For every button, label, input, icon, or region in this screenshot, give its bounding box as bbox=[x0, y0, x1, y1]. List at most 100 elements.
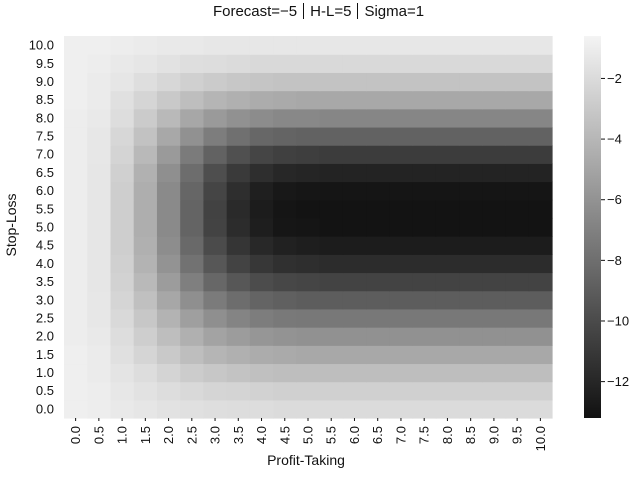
x-tick-label: 7.5 bbox=[417, 426, 432, 444]
x-tick-label: 9.5 bbox=[510, 426, 525, 444]
heatmap-cell bbox=[249, 363, 274, 383]
heatmap-cell bbox=[435, 254, 460, 274]
heatmap-cell bbox=[64, 327, 88, 346]
heatmap-cell bbox=[249, 181, 274, 201]
heatmap-cell bbox=[249, 36, 274, 55]
heatmap-cell bbox=[389, 90, 414, 110]
heatmap-cell bbox=[342, 199, 367, 219]
heatmap-cell bbox=[156, 163, 181, 183]
heatmap-cell bbox=[389, 272, 414, 292]
x-tick-label: 2.0 bbox=[161, 426, 176, 444]
heatmap-cell bbox=[226, 254, 251, 274]
heatmap-cell bbox=[342, 90, 367, 110]
heatmap-cell bbox=[319, 363, 344, 383]
heatmap-cell bbox=[319, 308, 344, 328]
heatmap-cell bbox=[226, 327, 251, 346]
heatmap-cell bbox=[366, 72, 390, 92]
heatmap-cell bbox=[249, 308, 274, 328]
x-tick-label: 4.5 bbox=[277, 426, 292, 444]
heatmap-cell bbox=[296, 199, 321, 219]
heatmap-cell bbox=[505, 72, 530, 92]
heatmap-cell bbox=[528, 236, 553, 255]
heatmap-cell bbox=[203, 236, 228, 255]
heatmap-cell bbox=[110, 217, 135, 237]
heatmap-cells bbox=[64, 36, 553, 419]
heatmap-cell bbox=[273, 163, 297, 183]
heatmap-cell bbox=[226, 399, 251, 419]
y-tick-label: 3.0 bbox=[36, 292, 54, 307]
heatmap-cell bbox=[180, 163, 205, 183]
heatmap-cell bbox=[203, 163, 228, 183]
heatmap-cell bbox=[342, 163, 367, 183]
title-sigma: Sigma=1 bbox=[364, 3, 425, 20]
heatmap-cell bbox=[203, 90, 228, 110]
heatmap-cell bbox=[133, 381, 158, 401]
heatmap-cell bbox=[389, 54, 414, 73]
heatmap-cell bbox=[87, 145, 112, 164]
heatmap-cell bbox=[133, 126, 158, 146]
heatmap-cell bbox=[249, 399, 274, 419]
heatmap-cell bbox=[342, 181, 367, 201]
heatmap-cell bbox=[319, 236, 344, 255]
heatmap-cell bbox=[435, 54, 460, 73]
heatmap-cell bbox=[366, 272, 390, 292]
heatmap-cell bbox=[226, 199, 251, 219]
heatmap-cell bbox=[226, 54, 251, 73]
heatmap-cell bbox=[296, 399, 321, 419]
heatmap-cell bbox=[296, 345, 321, 365]
heatmap-cell bbox=[296, 181, 321, 201]
heatmap-cell bbox=[226, 290, 251, 310]
heatmap-cell bbox=[110, 345, 135, 365]
heatmap-cell bbox=[296, 163, 321, 183]
heatmap-cell bbox=[110, 145, 135, 164]
heatmap-cell bbox=[528, 36, 553, 55]
heatmap-cell bbox=[319, 399, 344, 419]
x-tick-label: 8.0 bbox=[440, 426, 455, 444]
y-tick-label: 1.5 bbox=[36, 347, 54, 362]
heatmap-cell bbox=[180, 381, 205, 401]
y-tick-label: 3.5 bbox=[36, 274, 54, 289]
heatmap-cell bbox=[459, 54, 483, 73]
heatmap-cell bbox=[296, 363, 321, 383]
heatmap-cell bbox=[273, 217, 297, 237]
heatmap-cell bbox=[87, 108, 112, 128]
heatmap-cell bbox=[482, 145, 507, 164]
heatmap-cell bbox=[64, 345, 88, 365]
chart-title: Forecast=−5 H-L=5 Sigma=1 bbox=[0, 3, 637, 20]
heatmap-cell bbox=[133, 254, 158, 274]
heatmap-cell bbox=[505, 236, 530, 255]
heatmap-cell bbox=[64, 381, 88, 401]
heatmap-cell bbox=[505, 36, 530, 55]
heatmap-cell bbox=[435, 126, 460, 146]
x-tick-label: 6.0 bbox=[347, 426, 362, 444]
heatmap-cell bbox=[87, 308, 112, 328]
heatmap-cell bbox=[203, 399, 228, 419]
heatmap-cell bbox=[412, 163, 437, 183]
colorbar-tick-label: −10 bbox=[607, 313, 629, 328]
heatmap-cell bbox=[482, 345, 507, 365]
heatmap-cell bbox=[180, 126, 205, 146]
y-tick-label: 6.0 bbox=[36, 183, 54, 198]
heatmap-cell bbox=[180, 217, 205, 237]
heatmap-cell bbox=[110, 308, 135, 328]
y-tick-label: 8.0 bbox=[36, 110, 54, 125]
heatmap-cell bbox=[203, 199, 228, 219]
heatmap-cell bbox=[342, 72, 367, 92]
heatmap-cell bbox=[203, 145, 228, 164]
heatmap-cell bbox=[156, 272, 181, 292]
heatmap-cell bbox=[133, 108, 158, 128]
heatmap-cell bbox=[180, 145, 205, 164]
heatmap-cell bbox=[203, 36, 228, 55]
heatmap-cell bbox=[435, 108, 460, 128]
heatmap-cell bbox=[528, 54, 553, 73]
heatmap-cell bbox=[226, 308, 251, 328]
heatmap-cell bbox=[459, 381, 483, 401]
heatmap-cell bbox=[226, 126, 251, 146]
heatmap-cell bbox=[319, 217, 344, 237]
heatmap-cell bbox=[482, 72, 507, 92]
heatmap-cell bbox=[528, 290, 553, 310]
heatmap-cell bbox=[273, 54, 297, 73]
heatmap-cell bbox=[180, 399, 205, 419]
heatmap-cell bbox=[412, 254, 437, 274]
heatmap-cell bbox=[366, 108, 390, 128]
